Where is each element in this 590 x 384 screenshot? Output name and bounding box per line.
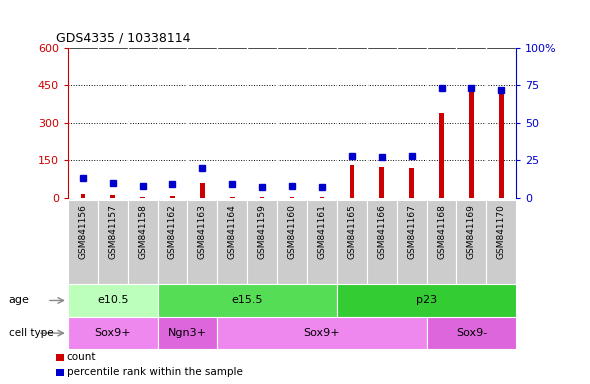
Text: GSM841169: GSM841169 <box>467 204 476 259</box>
Text: GSM841168: GSM841168 <box>437 204 446 259</box>
Bar <box>260 197 264 198</box>
Bar <box>307 200 337 284</box>
Bar <box>98 200 127 284</box>
Text: GSM841158: GSM841158 <box>138 204 147 259</box>
Text: Sox9+: Sox9+ <box>94 328 131 338</box>
Bar <box>68 284 158 317</box>
Bar <box>158 200 188 284</box>
Text: percentile rank within the sample: percentile rank within the sample <box>67 367 242 377</box>
Text: GSM841156: GSM841156 <box>78 204 87 259</box>
Text: GSM841163: GSM841163 <box>198 204 207 259</box>
Text: GSM841157: GSM841157 <box>108 204 117 259</box>
Bar <box>217 317 427 349</box>
Bar <box>486 200 516 284</box>
Bar <box>200 183 205 198</box>
Bar <box>110 195 115 198</box>
Bar <box>140 197 145 198</box>
Bar <box>379 167 384 198</box>
Bar <box>396 200 427 284</box>
Bar <box>158 284 337 317</box>
Bar <box>277 200 307 284</box>
Bar <box>290 197 294 198</box>
Text: GSM841167: GSM841167 <box>407 204 416 259</box>
Bar <box>499 88 503 198</box>
Bar <box>320 197 324 198</box>
Text: GSM841164: GSM841164 <box>228 204 237 259</box>
Text: Ngn3+: Ngn3+ <box>168 328 207 338</box>
Bar <box>440 113 444 198</box>
Text: GSM841160: GSM841160 <box>287 204 297 259</box>
Text: p23: p23 <box>416 295 437 306</box>
Bar <box>230 197 234 198</box>
Text: cell type: cell type <box>9 328 54 338</box>
Bar <box>409 168 414 198</box>
Bar <box>68 317 158 349</box>
Text: GSM841170: GSM841170 <box>497 204 506 259</box>
Text: e15.5: e15.5 <box>231 295 263 306</box>
Bar <box>367 200 396 284</box>
Bar <box>350 165 354 198</box>
Bar <box>427 200 457 284</box>
Bar <box>427 317 516 349</box>
Bar <box>127 200 158 284</box>
Bar <box>81 194 85 198</box>
Bar <box>171 196 175 198</box>
Text: e10.5: e10.5 <box>97 295 129 306</box>
Bar <box>337 284 516 317</box>
Text: count: count <box>67 352 96 362</box>
Bar <box>337 200 367 284</box>
Text: GDS4335 / 10338114: GDS4335 / 10338114 <box>56 31 191 44</box>
Text: GSM841166: GSM841166 <box>377 204 386 259</box>
Bar <box>68 200 98 284</box>
Bar <box>188 200 217 284</box>
Text: Sox9+: Sox9+ <box>304 328 340 338</box>
Text: GSM841165: GSM841165 <box>348 204 356 259</box>
Text: GSM841161: GSM841161 <box>317 204 326 259</box>
Bar <box>457 200 486 284</box>
Bar <box>158 317 217 349</box>
Bar <box>469 86 474 198</box>
Text: age: age <box>9 295 30 306</box>
Text: GSM841162: GSM841162 <box>168 204 177 259</box>
Bar <box>247 200 277 284</box>
Bar <box>217 200 247 284</box>
Text: Sox9-: Sox9- <box>456 328 487 338</box>
Text: GSM841159: GSM841159 <box>258 204 267 259</box>
